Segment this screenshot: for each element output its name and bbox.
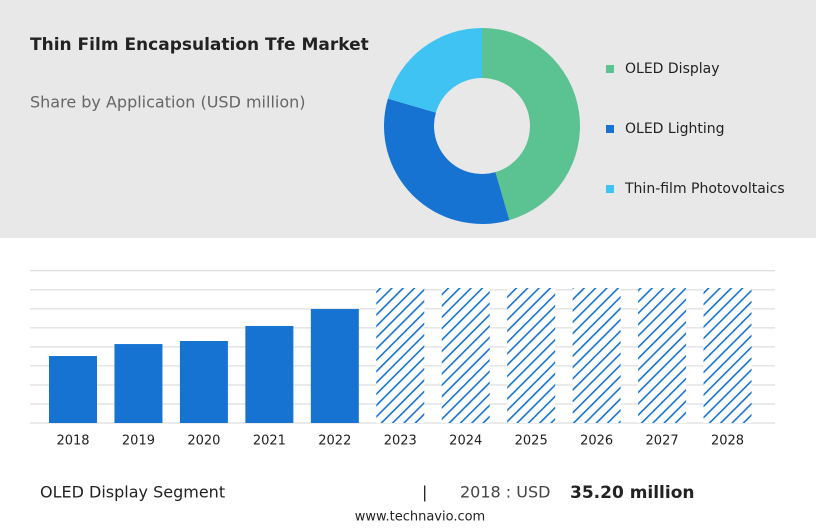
legend-swatch [606, 185, 614, 193]
forecast-bar [703, 288, 752, 423]
donut-segment [384, 98, 510, 224]
footer-segment: OLED Display Segment [40, 483, 225, 502]
forecast-bar [638, 288, 687, 423]
x-tick-label: 2028 [711, 434, 744, 449]
chart-subtitle: Share by Application (USD million) [30, 93, 306, 112]
forecast-bar [441, 288, 490, 423]
legend-label: Thin-film Photovoltaics [624, 181, 785, 197]
bar-chart: 2018 2019 2020 2021 2022 2023 2024 2025 2026 2027… [30, 270, 775, 449]
legend-swatch [606, 125, 614, 133]
forecast-bar [572, 288, 621, 423]
footer-value: 35.20 million [570, 483, 695, 503]
x-tick-label: 2026 [580, 434, 613, 449]
bar [245, 325, 294, 423]
forecast-bar [376, 288, 425, 423]
chart-title: Thin Film Encapsulation Tfe Market [30, 35, 369, 55]
bar [49, 356, 97, 423]
donut: OLED Display OLED Lighting Thin-film Photo… [384, 28, 785, 224]
x-tick-label: 2021 [253, 434, 286, 449]
x-tick-label: 2018 [56, 434, 89, 449]
donut-segment [387, 28, 482, 113]
x-tick-label: 2023 [384, 434, 417, 449]
source: www.technavio.com [355, 510, 485, 525]
bar [310, 309, 359, 423]
bar [179, 341, 228, 423]
bar [114, 344, 163, 423]
x-tick-label: 2027 [646, 434, 679, 449]
footer-label: 2018 : USD [460, 483, 550, 502]
x-tick-label: 2024 [449, 434, 482, 449]
legend-label: OLED Lighting [625, 121, 724, 137]
x-tick-label: 2020 [187, 434, 220, 449]
footer-separator: | [422, 483, 427, 502]
legend-label: OLED Display [625, 61, 720, 77]
x-tick-label: 2022 [318, 434, 351, 449]
x-tick-label: 2019 [122, 434, 155, 449]
legend-swatch [606, 65, 614, 73]
donut-segment [482, 28, 580, 221]
forecast-bar [507, 288, 556, 423]
x-tick-label: 2025 [515, 434, 548, 449]
